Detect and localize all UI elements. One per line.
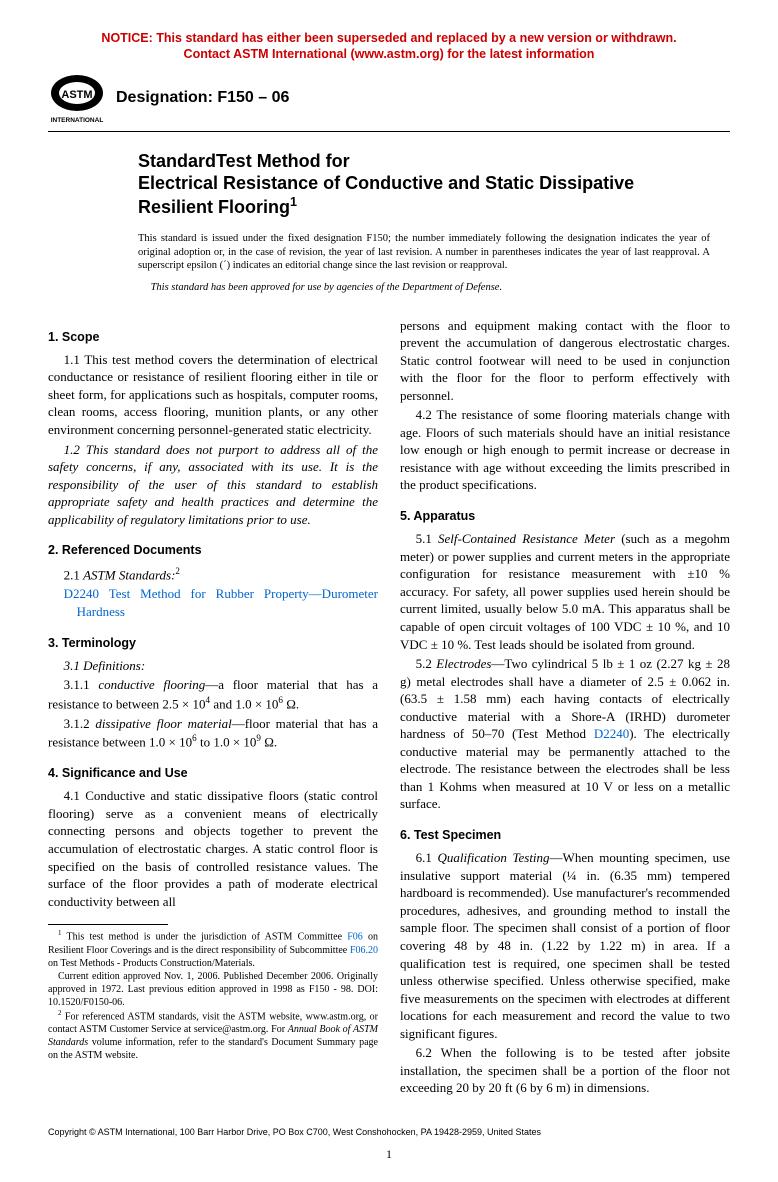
s3-p1: 3.1 Definitions:	[48, 657, 378, 675]
intro-p1: This standard is issued under the fixed …	[138, 232, 710, 273]
s6-head: 6. Test Specimen	[400, 827, 730, 843]
s3-head: 3. Terminology	[48, 635, 378, 651]
title-block: StandardTest Method for Electrical Resis…	[138, 150, 710, 219]
s3-p3: 3.1.2 dissipative floor material—floor m…	[48, 715, 378, 751]
notice-banner: NOTICE: This standard has either been su…	[48, 30, 730, 63]
s6-p2: 6.2 When the following is to be tested a…	[400, 1044, 730, 1097]
col-left: 1. Scope 1.1 This test method covers the…	[48, 315, 378, 1099]
s1-p2: 1.2 This standard does not purport to ad…	[48, 441, 378, 529]
astm-logo: ASTM INTERNATIONAL	[48, 73, 106, 125]
footnote-1b: Current edition approved Nov. 1, 2006. P…	[48, 970, 378, 1009]
fn-link-f06[interactable]: F06	[347, 932, 363, 943]
s4-p1-cont: persons and equipment making contact wit…	[400, 317, 730, 405]
header-rule	[48, 131, 730, 132]
notice-line2: Contact ASTM International (www.astm.org…	[184, 47, 595, 61]
s5-p2: 5.2 Electrodes—Two cylindrical 5 lb ± 1 …	[400, 655, 730, 813]
footnote-rule	[48, 924, 168, 925]
s5-p1: 5.1 Self-Contained Resistance Meter (suc…	[400, 530, 730, 653]
columns: 1. Scope 1.1 This test method covers the…	[48, 315, 730, 1099]
standard-title: StandardTest Method for Electrical Resis…	[138, 150, 710, 219]
designation: Designation: F150 – 06	[116, 88, 289, 109]
notice-line1: NOTICE: This standard has either been su…	[101, 31, 676, 45]
s2-head: 2. Referenced Documents	[48, 542, 378, 558]
s2-ref: D2240 Test Method for Rubber Property—Du…	[77, 585, 378, 620]
fn-link-f0620[interactable]: F06.20	[350, 945, 378, 956]
intro-p2: This standard has been approved for use …	[138, 281, 710, 295]
s4-head: 4. Significance and Use	[48, 765, 378, 781]
s4-p1: 4.1 Conductive and static dissipative fl…	[48, 787, 378, 910]
s5-head: 5. Apparatus	[400, 508, 730, 524]
s6-p1: 6.1 Qualification Testing—When mounting …	[400, 849, 730, 1042]
s3-p2: 3.1.1 conductive flooring—a floor materi…	[48, 676, 378, 712]
header-row: ASTM INTERNATIONAL Designation: F150 – 0…	[48, 73, 730, 125]
s4-p2: 4.2 The resistance of some flooring mate…	[400, 406, 730, 494]
s2-p1: 2.1 ASTM Standards:2	[48, 565, 378, 584]
title-sup: 1	[290, 195, 297, 209]
intro-note: This standard is issued under the fixed …	[138, 232, 710, 295]
s1-p1: 1.1 This test method covers the determin…	[48, 351, 378, 439]
svg-text:ASTM: ASTM	[61, 89, 92, 101]
col-right: persons and equipment making contact wit…	[400, 315, 730, 1099]
page-number: 1	[48, 1147, 730, 1163]
ref-link-d2240[interactable]: D2240	[64, 586, 99, 601]
copyright: Copyright © ASTM International, 100 Barr…	[48, 1127, 730, 1139]
title-line1: StandardTest Method for	[138, 151, 350, 171]
footnote-1: 1 This test method is under the jurisdic…	[48, 929, 378, 969]
svg-text:INTERNATIONAL: INTERNATIONAL	[51, 117, 104, 124]
page: NOTICE: This standard has either been su…	[0, 0, 778, 1182]
title-line2: Electrical Resistance of Conductive and …	[138, 173, 634, 217]
footnote-2: 2 For referenced ASTM standards, visit t…	[48, 1009, 378, 1062]
s1-head: 1. Scope	[48, 329, 378, 345]
s5-link-d2240[interactable]: D2240	[594, 726, 629, 741]
